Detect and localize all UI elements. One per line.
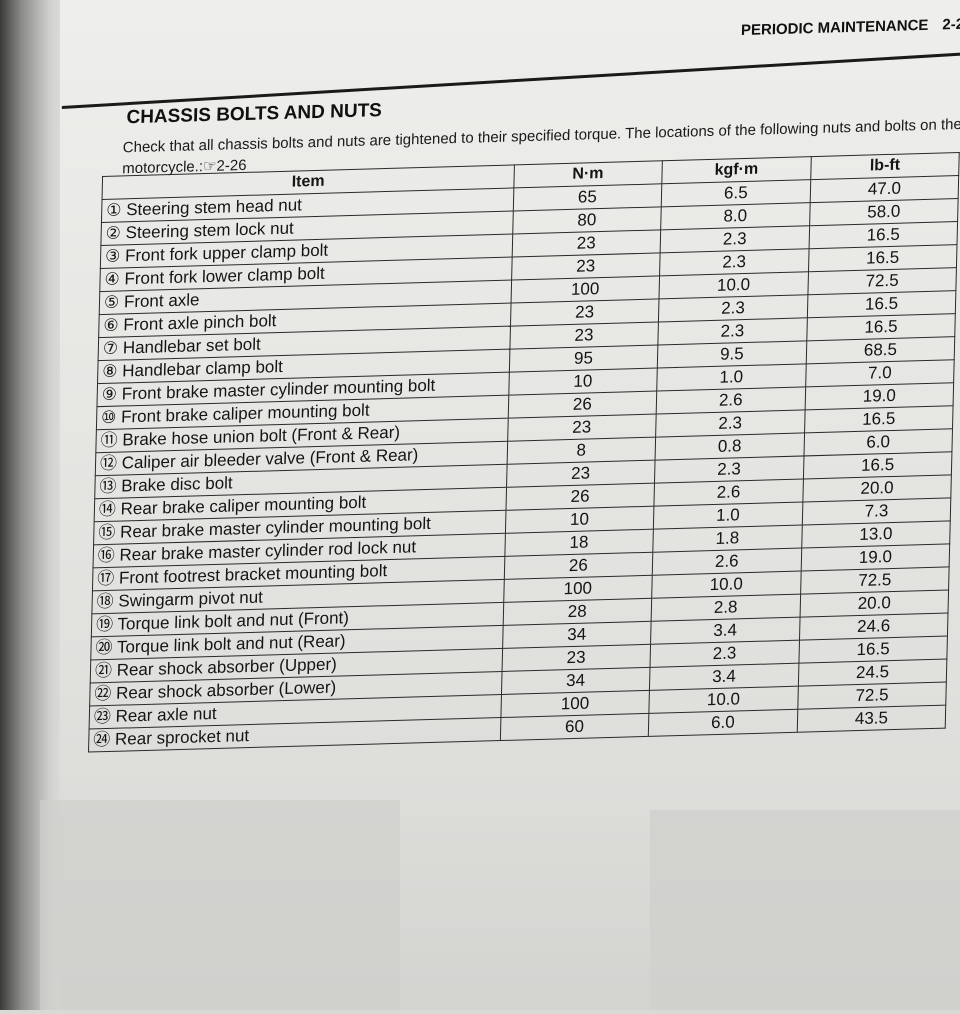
cell-nm: 60 (500, 713, 649, 741)
section-name: PERIODIC MAINTENANCE (740, 16, 929, 40)
cell-lbft: 43.5 (797, 705, 946, 733)
torque-table: Item N·m kgf·m lb-ft ① Steering stem hea… (88, 152, 960, 753)
show-through-image (40, 800, 400, 1010)
header-rule (61, 51, 960, 110)
cell-kgfm: 6.0 (648, 709, 798, 737)
section-title: CHASSIS BOLTS AND NUTS (126, 100, 383, 129)
page-number: 2-25 (942, 15, 960, 34)
show-through-image (650, 810, 960, 1010)
running-header: PERIODIC MAINTENANCE 2-25 (741, 16, 960, 39)
manual-page (40, 0, 960, 1010)
